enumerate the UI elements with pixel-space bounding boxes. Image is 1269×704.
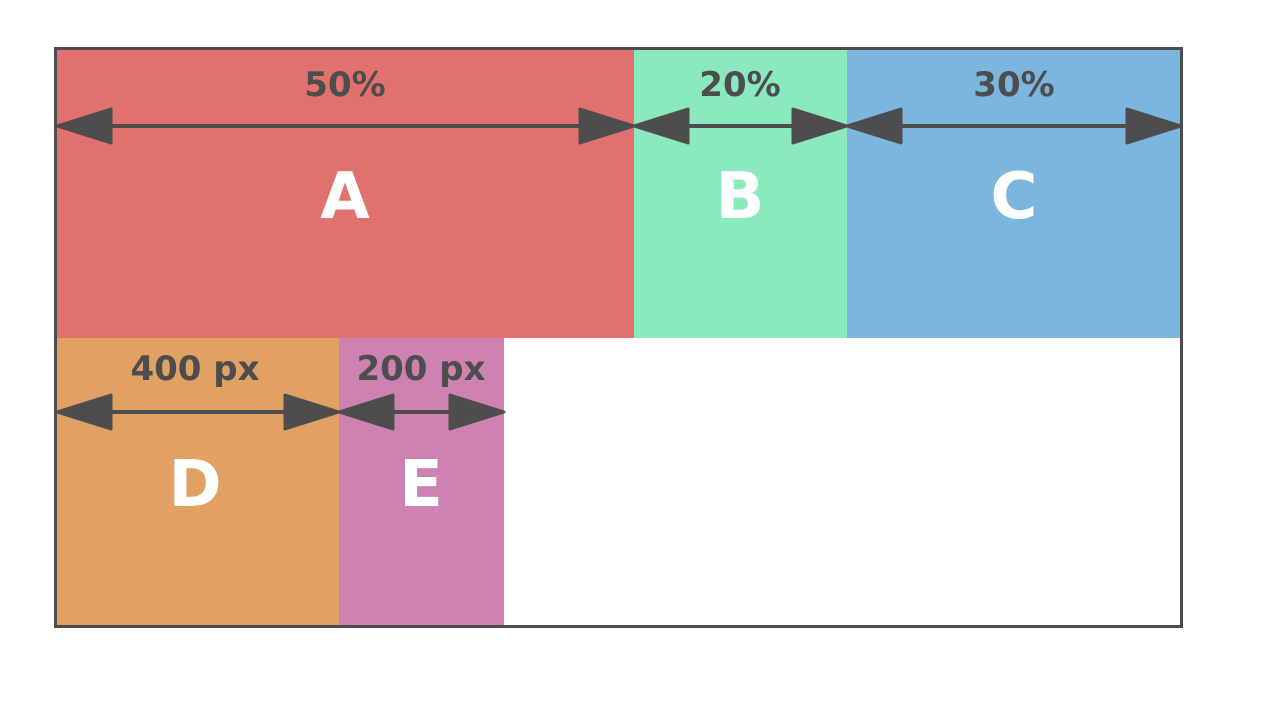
- dimension-label-d: 400 px: [130, 349, 259, 389]
- arrowhead-right: [448, 393, 506, 431]
- arrowhead-left: [337, 393, 395, 431]
- arrows: [55, 107, 1183, 431]
- arrow-b: [632, 107, 849, 145]
- box-label-e: E: [399, 448, 443, 522]
- box-a: [55, 49, 634, 338]
- arrow-c: [845, 107, 1183, 145]
- box-c: [847, 49, 1181, 338]
- arrowhead-left: [632, 107, 690, 145]
- arrowhead-left: [845, 107, 903, 145]
- arrowhead-right: [791, 107, 849, 145]
- arrow-d: [55, 393, 341, 431]
- arrow-e: [337, 393, 506, 431]
- arrowhead-right: [1125, 107, 1183, 145]
- dimension-label-b: 20%: [699, 65, 780, 105]
- box-e: [339, 338, 504, 627]
- box-label-a: A: [320, 160, 370, 234]
- box-label-b: B: [716, 160, 765, 234]
- box-b: [634, 49, 847, 338]
- dimension-label-c: 30%: [973, 65, 1054, 105]
- box-label-c: C: [991, 160, 1038, 234]
- arrowhead-left: [55, 393, 113, 431]
- dimension-label-a: 50%: [304, 65, 385, 105]
- arrowhead-right: [578, 107, 636, 145]
- box-label-d: D: [168, 448, 221, 522]
- arrowhead-right: [283, 393, 341, 431]
- container-border: [54, 47, 1183, 628]
- arrow-a: [55, 107, 636, 145]
- box-d: [55, 338, 339, 627]
- dimension-label-e: 200 px: [356, 349, 485, 389]
- arrowhead-left: [55, 107, 113, 145]
